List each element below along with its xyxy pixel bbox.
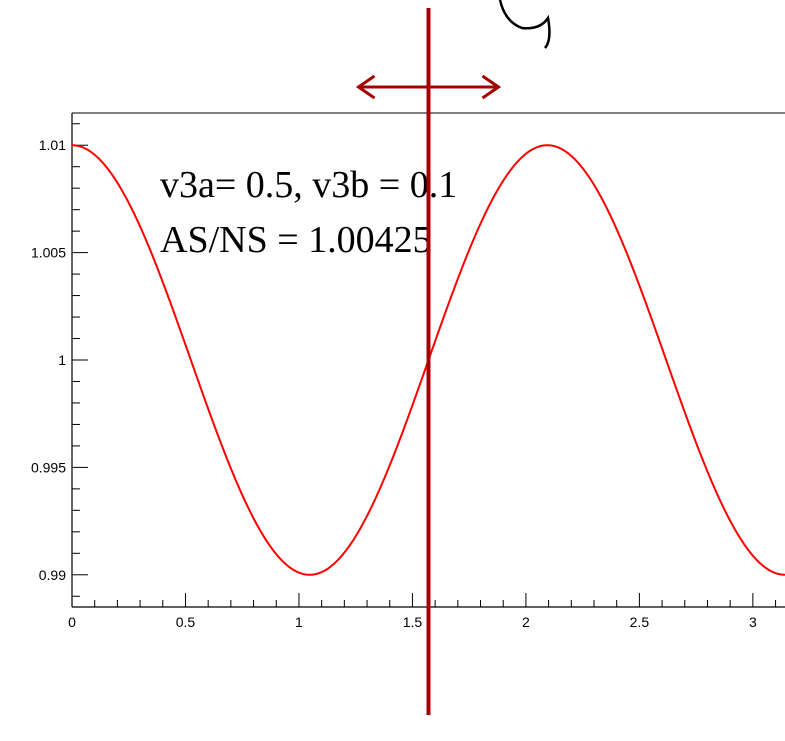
x-tick-label: 1.5 [403, 614, 423, 630]
x-tick-label: 0 [68, 614, 76, 630]
x-axis: 0 0.5 1 1.5 2 2.5 3 [68, 593, 777, 630]
cropped-title-glyph [498, 0, 551, 49]
y-tick-label: 0.99 [39, 567, 66, 583]
y-tick-label: 1.01 [39, 137, 66, 153]
x-tick-label: 1 [295, 614, 303, 630]
y-axis: 0.99 0.995 1 1.005 1.01 [31, 123, 88, 597]
x-tick-label: 2 [522, 614, 530, 630]
x-tick-label: 0.5 [176, 614, 196, 630]
annotation-v3-params: v3a= 0.5, v3b = 0.1 [160, 164, 457, 206]
annotation-as-ns-ratio: AS/NS = 1.00425 [160, 219, 432, 261]
x-tick-label: 2.5 [630, 614, 650, 630]
y-tick-label: 0.995 [31, 459, 66, 475]
y-tick-label: 1.005 [31, 245, 66, 261]
double-arrow-right-head [481, 74, 502, 100]
y-tick-label: 1 [58, 352, 66, 368]
x-tick-label: 3 [749, 614, 757, 630]
double-arrow-left-head [355, 74, 376, 100]
marker-layer [355, 8, 502, 715]
